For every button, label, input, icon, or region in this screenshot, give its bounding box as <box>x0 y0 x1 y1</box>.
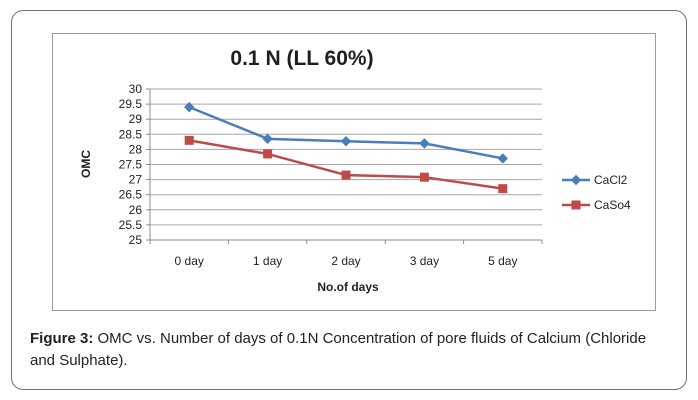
data-point-cacl2 <box>340 136 352 147</box>
data-point-cacl2 <box>183 101 195 113</box>
caption-text: OMC vs. Number of days of 0.1N Concentra… <box>30 330 647 369</box>
legend-label-caso4: CaSo4 <box>594 198 631 212</box>
y-tick-label: 26 <box>129 203 143 217</box>
y-axis-label: OMC <box>79 150 93 178</box>
caption-label: Figure 3: <box>30 330 94 347</box>
y-tick-label: 30 <box>129 82 143 96</box>
data-point-cacl2 <box>497 153 509 164</box>
y-tick-label: 28.5 <box>119 127 143 141</box>
series-cacl2 <box>183 101 509 164</box>
data-point-caso4 <box>263 149 273 159</box>
y-tick-label: 27 <box>129 173 143 187</box>
y-tick-label: 26.5 <box>119 188 143 202</box>
legend: CaCl2 CaSo4 <box>562 173 631 212</box>
figure-caption: Figure 3: OMC vs. Number of days of 0.1N… <box>30 328 670 372</box>
data-point-caso4 <box>498 184 508 194</box>
chart-title: 0.1 N (LL 60%) <box>230 47 373 70</box>
data-point-caso4 <box>341 170 351 180</box>
y-tick-label: 27.5 <box>119 158 143 172</box>
legend-marker-caso4 <box>571 200 581 210</box>
series-line-cacl2 <box>188 105 504 160</box>
x-tick-label: 0 day <box>175 254 204 268</box>
line-chart: 0.1 N (LL 60%) 2525.52626.52727.52828.52… <box>79 47 631 294</box>
data-point-caso4 <box>419 172 429 182</box>
x-tick-label: 3 day <box>410 254 439 268</box>
y-tick-label: 25 <box>129 233 143 247</box>
x-tick-label: 5 day <box>488 254 517 268</box>
y-tick-label: 28 <box>129 142 143 156</box>
y-tick-label: 25.5 <box>119 218 143 232</box>
x-tick-label: 2 day <box>331 254 360 268</box>
legend-marker-cacl2 <box>570 174 582 186</box>
legend-label-cacl2: CaCl2 <box>594 173 628 187</box>
data-point-cacl2 <box>419 138 430 149</box>
y-tick-label: 29 <box>129 112 143 126</box>
chart-frame <box>52 33 656 311</box>
x-tick-label: 1 day <box>253 254 282 268</box>
series-caso4 <box>184 135 508 194</box>
data-point-cacl2 <box>262 133 273 145</box>
y-tick-label: 29.5 <box>119 97 143 111</box>
x-axis-label: No.of days <box>317 280 379 294</box>
data-point-caso4 <box>184 135 194 145</box>
